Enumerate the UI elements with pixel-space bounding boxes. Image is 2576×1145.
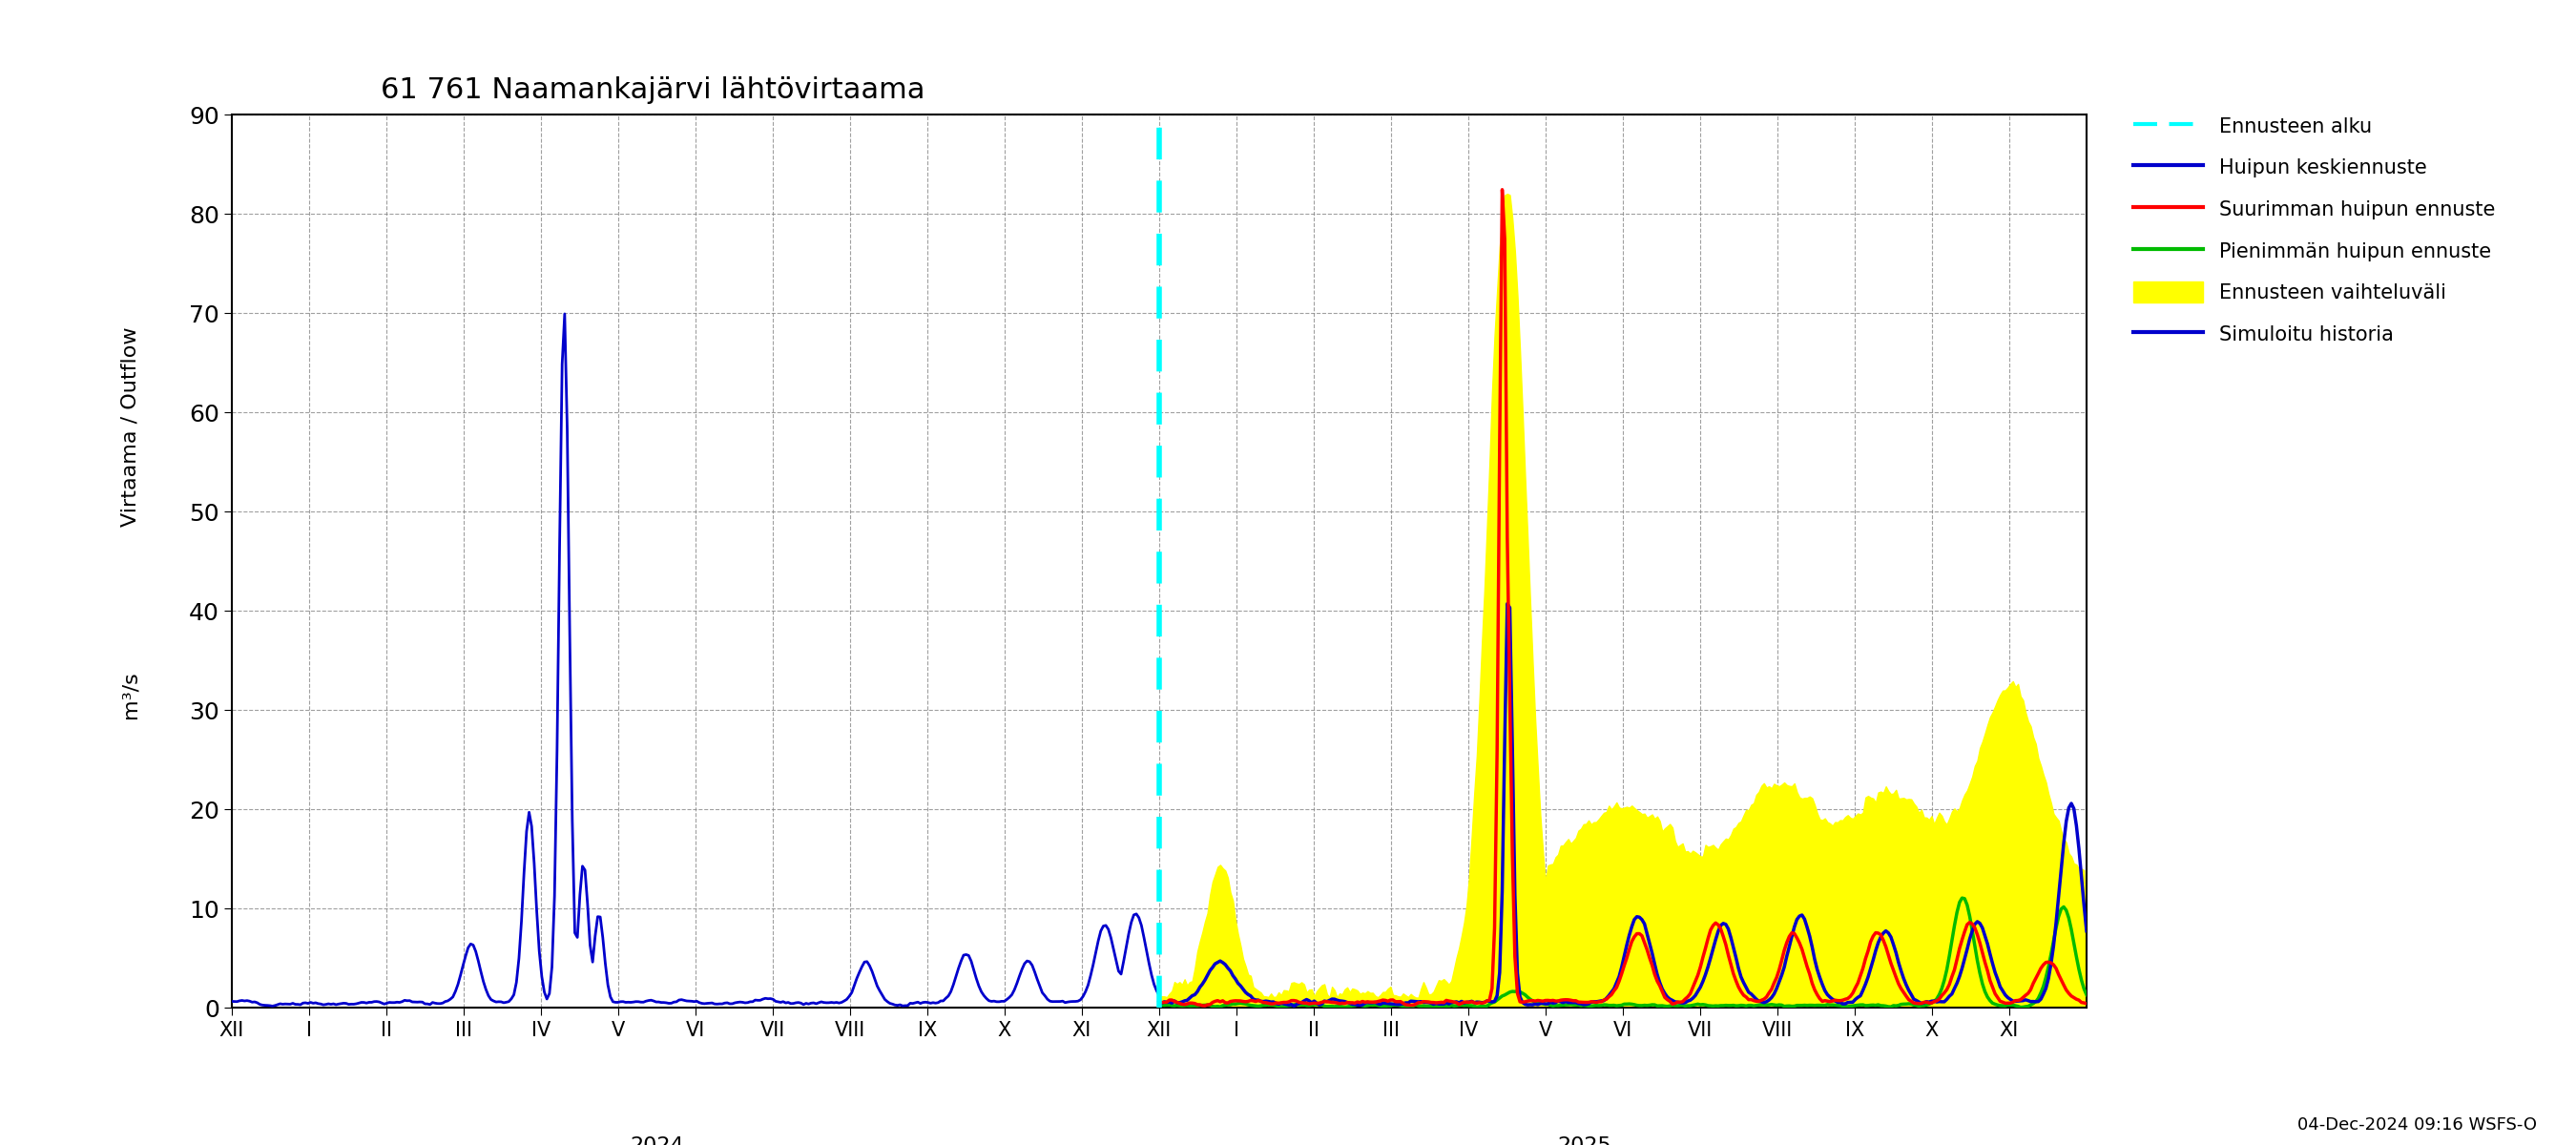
Text: 2024: 2024: [631, 1137, 683, 1145]
Text: 2025: 2025: [1556, 1137, 1613, 1145]
Text: m³/s: m³/s: [121, 671, 139, 719]
Text: Virtaama / Outflow: Virtaama / Outflow: [121, 327, 139, 527]
Legend: Ennusteen alku, Huipun keskiennuste, Suurimman huipun ennuste, Pienimmän huipun : Ennusteen alku, Huipun keskiennuste, Suu…: [2133, 116, 2496, 345]
Text: 61 761 Naamankajärvi lähtövirtaama: 61 761 Naamankajärvi lähtövirtaama: [381, 77, 925, 104]
Text: 04-Dec-2024 09:16 WSFS-O: 04-Dec-2024 09:16 WSFS-O: [2298, 1116, 2537, 1134]
